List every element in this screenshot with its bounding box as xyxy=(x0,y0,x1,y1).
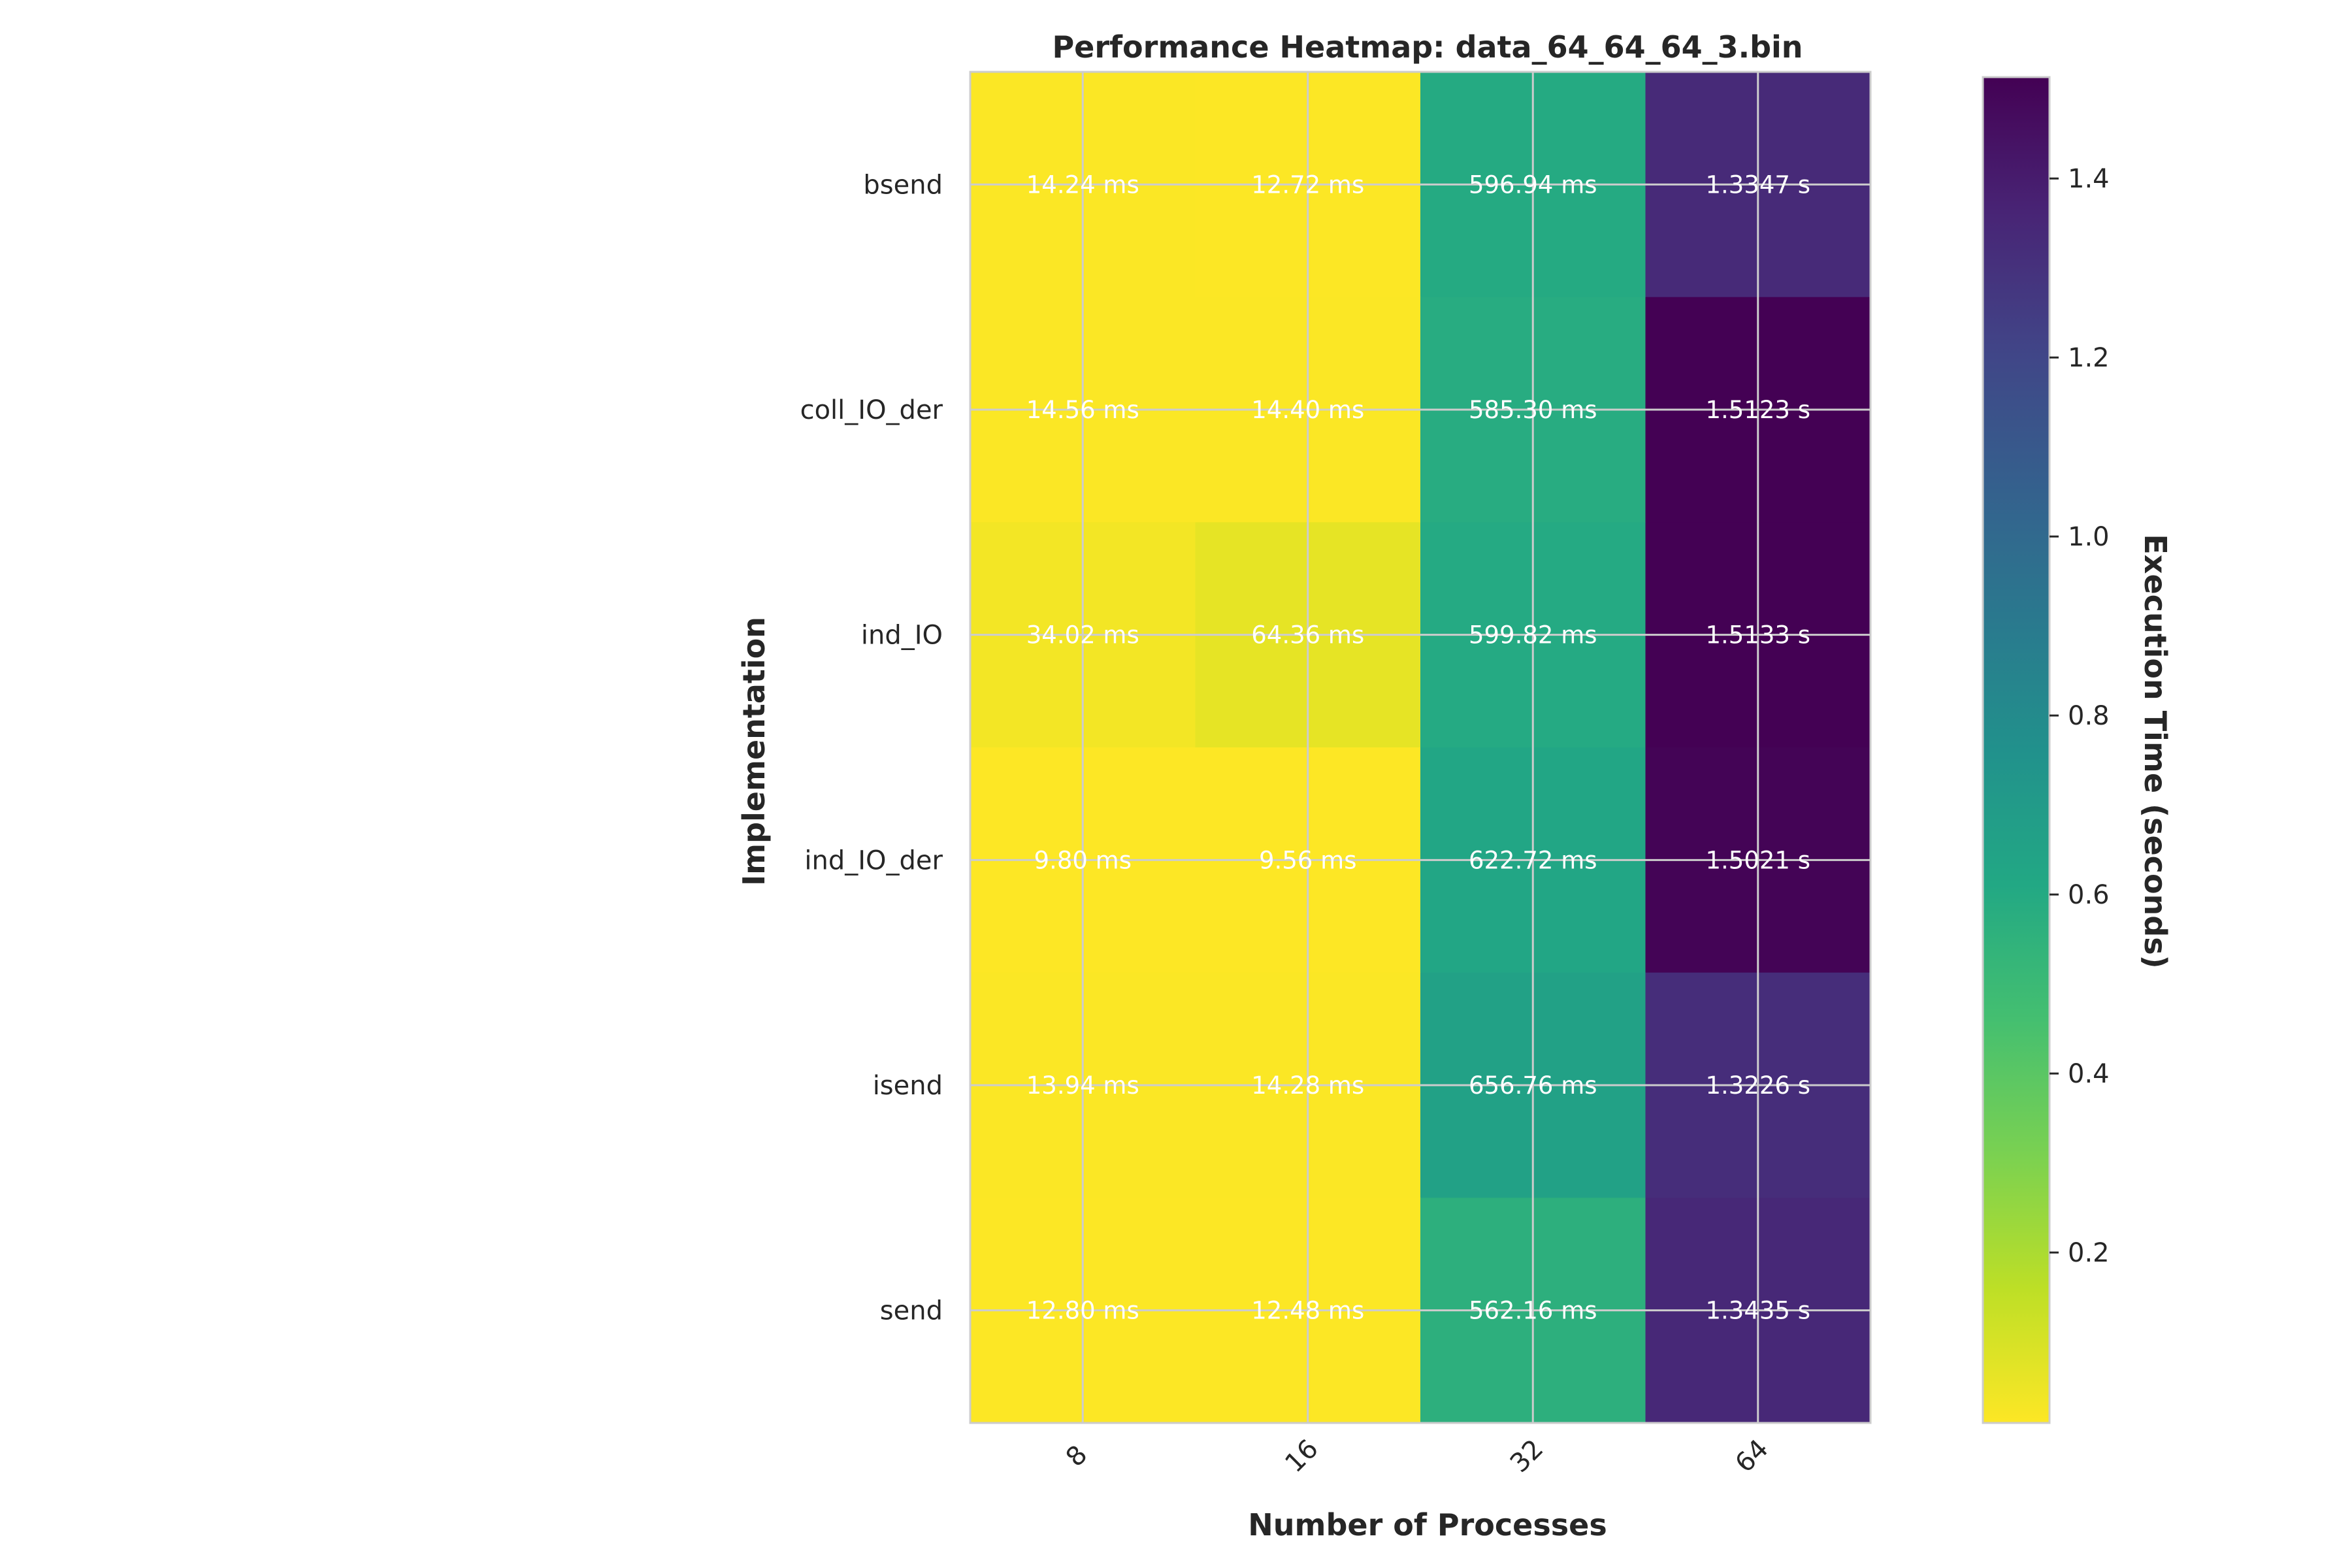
colorbar-tick-label: 0.6 xyxy=(2068,880,2110,910)
cell-value-label: 1.5123 s xyxy=(1705,396,1810,424)
y-tick-label: ind_IO xyxy=(861,621,943,651)
x-tick-label: 64 xyxy=(1729,1434,1774,1479)
colorbar-gradient xyxy=(1982,76,2051,1424)
colorbar-tick-label: 1.0 xyxy=(2068,522,2110,552)
y-tick-label: isend xyxy=(873,1071,943,1101)
cell-value-label: 14.28 ms xyxy=(1251,1071,1364,1100)
cell-value-label: 596.94 ms xyxy=(1469,171,1597,199)
y-tick-label: send xyxy=(880,1296,943,1326)
cell-value-label: 12.48 ms xyxy=(1251,1297,1364,1325)
y-tick-label: bsend xyxy=(863,170,943,200)
cell-value-label: 13.94 ms xyxy=(1026,1071,1139,1100)
cell-labels: 14.24 ms 12.72 ms 596.94 ms 1.3347 s 14.56 m… xyxy=(1026,171,1810,1324)
colorbar-label: Execution Time (seconds) xyxy=(2138,534,2173,968)
cell-value-label: 14.24 ms xyxy=(1026,171,1139,199)
cell-value-label: 14.56 ms xyxy=(1026,396,1139,424)
cell-value-label: 64.36 ms xyxy=(1251,621,1364,649)
cell-value-label: 585.30 ms xyxy=(1469,396,1597,424)
cell-value-label: 12.80 ms xyxy=(1026,1297,1139,1325)
cell-value-label: 9.80 ms xyxy=(1034,846,1132,874)
x-tick-label: 16 xyxy=(1279,1434,1324,1479)
cell-value-label: 622.72 ms xyxy=(1469,846,1597,874)
x-tick-labels: 8 16 32 64 xyxy=(1060,1434,1774,1479)
colorbar-tick-label: 0.4 xyxy=(2068,1059,2110,1089)
colorbar-tick-label: 1.4 xyxy=(2068,164,2110,194)
cell-value-label: 12.72 ms xyxy=(1251,171,1364,199)
cell-value-label: 1.3435 s xyxy=(1705,1297,1810,1325)
cell-value-label: 1.3226 s xyxy=(1705,1071,1810,1100)
colorbar: 0.2 0.4 0.6 0.8 1.0 1.2 1.4 xyxy=(1982,76,2110,1424)
cell-value-label: 562.16 ms xyxy=(1469,1297,1597,1325)
cell-value-label: 34.02 ms xyxy=(1026,621,1139,649)
cell-value-label: 1.5133 s xyxy=(1705,621,1810,649)
cell-value-label: 599.82 ms xyxy=(1469,621,1597,649)
colorbar-tick-label: 0.2 xyxy=(2068,1238,2110,1268)
colorbar-tick-label: 0.8 xyxy=(2068,701,2110,731)
cell-value-label: 1.3347 s xyxy=(1705,171,1810,199)
x-tick-label: 32 xyxy=(1505,1434,1550,1479)
cell-value-label: 9.56 ms xyxy=(1259,846,1356,874)
x-axis-label: Number of Processes xyxy=(1248,1507,1607,1543)
cell-value-label: 14.40 ms xyxy=(1251,396,1364,424)
y-tick-label: coll_IO_der xyxy=(800,395,943,425)
cell-value-label: 656.76 ms xyxy=(1469,1071,1597,1100)
plot-frame xyxy=(969,71,1872,1424)
chart-title: Performance Heatmap: data_64_64_64_3.bin xyxy=(1052,29,1803,65)
heatmap-cells xyxy=(970,72,1871,1424)
cell-value-label: 1.5021 s xyxy=(1705,846,1810,874)
y-tick-label: ind_IO_der xyxy=(804,845,943,875)
grid-lines xyxy=(970,72,1870,1423)
y-axis-label: Implementation xyxy=(736,617,772,886)
x-tick-label: 8 xyxy=(1060,1440,1094,1473)
colorbar-tick-label: 1.2 xyxy=(2068,343,2110,373)
